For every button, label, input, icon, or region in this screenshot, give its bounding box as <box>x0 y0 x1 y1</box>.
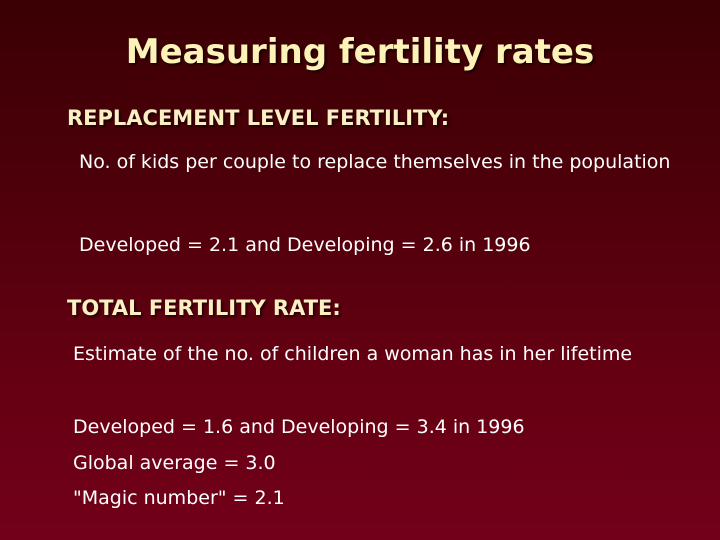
slide-title: Measuring fertility rates <box>125 32 595 72</box>
replacement-level-definition: No. of kids per couple to replace themse… <box>79 151 671 173</box>
global-average-text: Global average = 3.0 <box>73 452 276 474</box>
total-fertility-definition: Estimate of the no. of children a woman … <box>73 343 633 365</box>
replacement-level-stat: Developed = 2.1 and Developing = 2.6 in … <box>79 234 531 256</box>
magic-number-text: "Magic number" = 2.1 <box>73 487 285 509</box>
replacement-level-heading: REPLACEMENT LEVEL FERTILITY: <box>67 106 450 130</box>
total-fertility-heading: TOTAL FERTILITY RATE: <box>67 296 341 320</box>
total-fertility-stat: Developed = 1.6 and Developing = 3.4 in … <box>73 416 525 438</box>
